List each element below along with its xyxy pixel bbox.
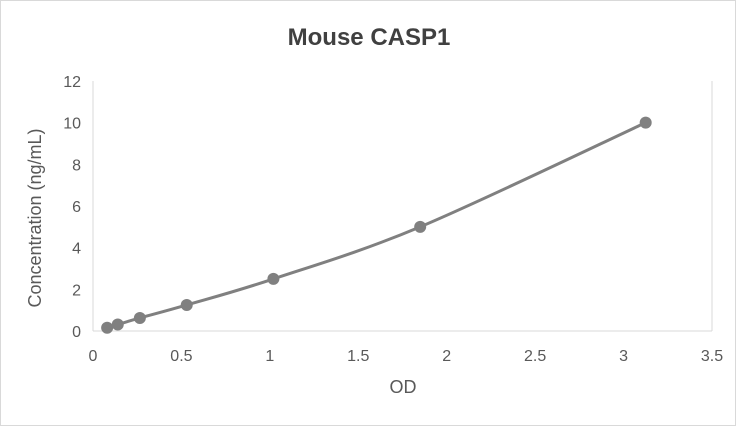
data-point xyxy=(101,321,114,334)
x-tick-label: 2 xyxy=(442,348,451,365)
data-point xyxy=(180,298,193,311)
x-tick-label: 3 xyxy=(619,348,628,365)
data-point xyxy=(414,220,427,233)
fit-curve xyxy=(106,121,647,330)
x-tick-label: 1.5 xyxy=(347,348,369,365)
y-tick-label: 6 xyxy=(72,199,81,216)
y-tick-label: 8 xyxy=(72,157,81,174)
data-point xyxy=(267,272,280,285)
x-tick-label: 0 xyxy=(89,348,98,365)
y-axis-label: Concentration (ng/mL) xyxy=(25,128,45,307)
x-axis-label: OD xyxy=(390,377,417,397)
x-tick-label: 3.5 xyxy=(701,348,723,365)
y-tick-label: 4 xyxy=(72,241,81,258)
data-point xyxy=(639,116,652,129)
y-tick-label: 2 xyxy=(72,282,81,299)
y-tick-label: 12 xyxy=(63,74,81,91)
x-tick-label: 1 xyxy=(265,348,274,365)
data-point xyxy=(111,318,124,331)
data-point xyxy=(133,311,146,324)
y-tick-label: 0 xyxy=(72,324,81,341)
chart-title: Mouse CASP1 xyxy=(288,24,451,51)
x-tick-label: 0.5 xyxy=(170,348,192,365)
y-tick-label: 10 xyxy=(63,116,81,133)
x-tick-label: 2.5 xyxy=(524,348,546,365)
